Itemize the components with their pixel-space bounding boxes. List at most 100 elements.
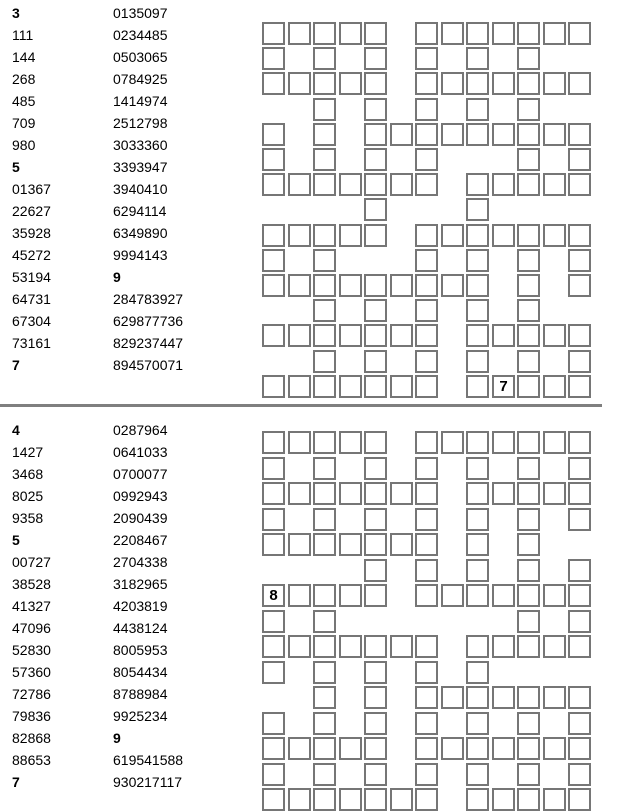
grid-cell[interactable] (466, 457, 489, 480)
grid-cell[interactable] (288, 324, 311, 347)
grid-cell[interactable] (466, 661, 489, 684)
grid-cell[interactable] (313, 431, 336, 454)
grid-cell[interactable] (466, 224, 489, 247)
grid-cell[interactable] (568, 148, 591, 171)
grid-cell[interactable] (415, 661, 438, 684)
grid-cell[interactable] (568, 508, 591, 531)
grid-cell[interactable] (313, 299, 336, 322)
grid-cell[interactable] (517, 610, 540, 633)
grid-cell[interactable] (517, 559, 540, 582)
grid-cell[interactable] (492, 431, 515, 454)
grid-cell[interactable] (313, 47, 336, 70)
grid-cell[interactable] (339, 375, 362, 398)
grid-cell[interactable] (390, 533, 413, 556)
grid-cell[interactable] (313, 508, 336, 531)
grid-cell[interactable] (517, 584, 540, 607)
grid-cell[interactable] (415, 635, 438, 658)
grid-cell[interactable] (415, 686, 438, 709)
grid-cell[interactable] (262, 224, 285, 247)
grid-cell[interactable] (568, 763, 591, 786)
grid-cell[interactable] (568, 431, 591, 454)
grid-cell[interactable] (313, 482, 336, 505)
grid-cell[interactable] (492, 22, 515, 45)
grid-cell[interactable] (568, 737, 591, 760)
grid-cell[interactable] (568, 457, 591, 480)
grid-cell[interactable] (364, 482, 387, 505)
grid-cell[interactable] (390, 635, 413, 658)
grid-cell[interactable] (288, 22, 311, 45)
grid-cell[interactable] (262, 737, 285, 760)
grid-cell[interactable] (364, 47, 387, 70)
grid-cell[interactable] (466, 72, 489, 95)
grid-cell[interactable] (415, 508, 438, 531)
grid-cell[interactable] (517, 375, 540, 398)
grid-cell[interactable] (492, 173, 515, 196)
grid-cell[interactable] (313, 686, 336, 709)
grid-cell[interactable] (466, 47, 489, 70)
grid-cell[interactable] (517, 737, 540, 760)
grid-cell[interactable] (390, 375, 413, 398)
grid-cell[interactable] (364, 324, 387, 347)
grid-cell[interactable] (492, 324, 515, 347)
grid-cell[interactable] (313, 737, 336, 760)
grid-cell[interactable] (543, 788, 566, 811)
grid-cell[interactable] (313, 173, 336, 196)
grid-cell[interactable] (517, 249, 540, 272)
grid-cell[interactable] (364, 72, 387, 95)
grid-cell[interactable] (339, 533, 362, 556)
grid-cell[interactable] (466, 482, 489, 505)
grid-cell[interactable] (390, 173, 413, 196)
grid-cell[interactable] (313, 584, 336, 607)
grid-cell[interactable] (313, 457, 336, 480)
grid-cell[interactable] (517, 274, 540, 297)
grid-cell[interactable] (568, 788, 591, 811)
grid-cell[interactable] (288, 72, 311, 95)
grid-cell[interactable] (288, 533, 311, 556)
grid-cell[interactable] (517, 350, 540, 373)
grid-cell[interactable] (415, 249, 438, 272)
grid-cell[interactable] (364, 584, 387, 607)
grid-cell[interactable] (313, 350, 336, 373)
grid-cell[interactable] (415, 224, 438, 247)
grid-cell[interactable] (364, 788, 387, 811)
grid-cell[interactable] (313, 148, 336, 171)
grid-cell[interactable] (262, 635, 285, 658)
grid-cell[interactable] (313, 712, 336, 735)
grid-cell[interactable] (339, 224, 362, 247)
grid-cell[interactable] (364, 559, 387, 582)
grid-cell[interactable] (288, 173, 311, 196)
grid-cell[interactable] (262, 788, 285, 811)
grid-cell[interactable] (390, 123, 413, 146)
grid-cell[interactable] (492, 635, 515, 658)
grid-cell[interactable] (415, 457, 438, 480)
grid-cell[interactable] (313, 788, 336, 811)
grid-cell[interactable] (313, 763, 336, 786)
grid-cell[interactable] (568, 324, 591, 347)
grid-cell[interactable] (415, 324, 438, 347)
grid-cell[interactable] (364, 299, 387, 322)
grid-cell[interactable] (415, 763, 438, 786)
grid-cell[interactable] (288, 788, 311, 811)
grid-cell[interactable] (364, 22, 387, 45)
grid-cell[interactable] (262, 482, 285, 505)
grid-cell[interactable] (517, 482, 540, 505)
grid-cell[interactable] (313, 610, 336, 633)
grid-cell[interactable] (517, 533, 540, 556)
grid-cell[interactable] (517, 431, 540, 454)
grid-cell[interactable] (262, 274, 285, 297)
grid-cell[interactable] (313, 375, 336, 398)
grid-cell[interactable] (288, 431, 311, 454)
grid-cell[interactable] (543, 123, 566, 146)
grid-cell[interactable] (262, 249, 285, 272)
grid-cell[interactable] (568, 224, 591, 247)
grid-cell[interactable] (415, 173, 438, 196)
grid-cell[interactable] (262, 47, 285, 70)
grid-cell[interactable] (466, 198, 489, 221)
grid-cell[interactable] (339, 482, 362, 505)
grid-cell[interactable] (441, 737, 464, 760)
grid-cell[interactable] (262, 457, 285, 480)
grid-cell[interactable] (441, 686, 464, 709)
grid-cell[interactable] (415, 72, 438, 95)
grid-cell[interactable] (466, 584, 489, 607)
grid-cell[interactable] (415, 712, 438, 735)
